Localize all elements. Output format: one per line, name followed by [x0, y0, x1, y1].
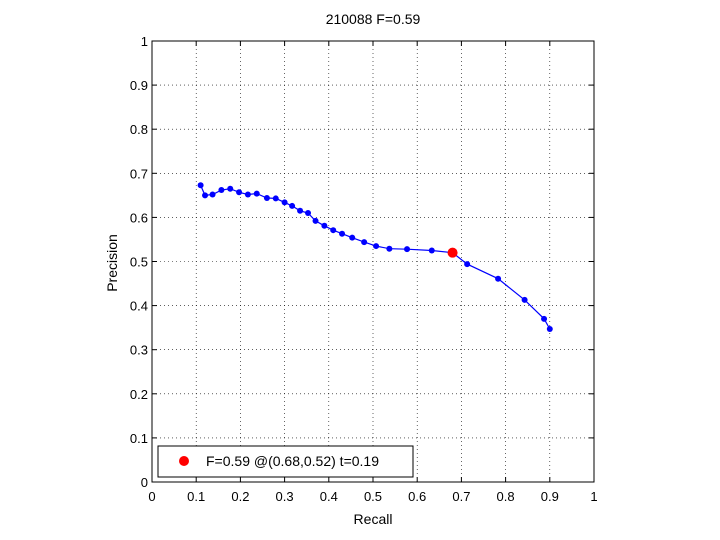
- curve-point: [305, 209, 312, 216]
- y-tick-label: 0.5: [130, 255, 148, 270]
- y-tick-label: 0.2: [130, 387, 148, 402]
- curve-point: [263, 194, 270, 201]
- curve-point: [197, 182, 204, 189]
- x-tick-label: 0.2: [231, 489, 249, 504]
- curve-point: [253, 190, 260, 197]
- x-tick-label: 0.1: [187, 489, 205, 504]
- curve-point: [289, 202, 296, 209]
- x-tick-label: 1: [590, 489, 597, 504]
- x-tick-label: 0.4: [320, 489, 338, 504]
- curve-point: [349, 234, 356, 241]
- curve-point: [495, 275, 502, 282]
- y-axis-label: Precision: [104, 234, 120, 292]
- x-tick-label: 0: [148, 489, 155, 504]
- curve-point: [321, 222, 328, 229]
- y-axis-ticks: [152, 40, 594, 483]
- x-tick-label: 0.5: [364, 489, 382, 504]
- legend: F=0.59 @(0.68,0.52) t=0.19: [157, 445, 414, 478]
- curve-point: [312, 217, 319, 224]
- curve-point: [386, 245, 393, 252]
- y-tick-label: 0.1: [130, 431, 148, 446]
- curve-point: [428, 247, 435, 254]
- y-tick-label: 0.9: [130, 78, 148, 93]
- curve-point: [236, 189, 243, 196]
- x-axis-label: Recall: [354, 511, 393, 527]
- precision-recall-points: [197, 182, 553, 332]
- y-tick-label: 0.8: [130, 122, 148, 137]
- horizontal-gridlines: [152, 84, 594, 439]
- plot-frame: [151, 40, 595, 483]
- x-tick-label: 0.3: [276, 489, 294, 504]
- curve-point: [361, 239, 368, 246]
- curve-point: [404, 246, 411, 253]
- y-tick-label: 0: [141, 475, 148, 490]
- y-tick-label: 0.7: [130, 166, 148, 181]
- y-tick-labels: 0 0.1 0.2 0.3 0.4 0.5 0.6 0.7 0.8 0.9 1: [130, 34, 148, 490]
- x-tick-label: 0.8: [497, 489, 515, 504]
- curve-point: [339, 230, 346, 237]
- best-f-point: [447, 247, 458, 258]
- legend-entry: F=0.59 @(0.68,0.52) t=0.19: [206, 453, 379, 469]
- y-tick-label: 0.4: [130, 299, 148, 314]
- x-tick-label: 0.9: [541, 489, 559, 504]
- legend-box: [157, 445, 414, 478]
- curve-point: [464, 261, 471, 268]
- curve-point: [227, 185, 234, 192]
- curve-point: [546, 325, 553, 332]
- curve-point: [244, 191, 251, 198]
- y-tick-label: 0.3: [130, 343, 148, 358]
- chart-title: 210088 F=0.59: [326, 11, 421, 27]
- legend-marker: [179, 456, 189, 466]
- x-tick-label: 0.6: [408, 489, 426, 504]
- curve-point: [373, 243, 380, 250]
- curve-point: [541, 315, 548, 322]
- y-tick-label: 1: [141, 34, 148, 49]
- curve-point: [218, 187, 225, 194]
- curve-point: [209, 191, 216, 198]
- curve-point: [330, 227, 337, 234]
- x-tick-labels: 0 0.1 0.2 0.3 0.4 0.5 0.6 0.7 0.8 0.9 1: [148, 489, 597, 504]
- curve-point: [281, 199, 288, 206]
- y-tick-label: 0.6: [130, 210, 148, 225]
- curve-point: [297, 207, 304, 214]
- curve-point: [202, 192, 209, 199]
- x-tick-label: 0.7: [452, 489, 470, 504]
- curve-point: [521, 296, 528, 303]
- curve-point: [272, 195, 279, 202]
